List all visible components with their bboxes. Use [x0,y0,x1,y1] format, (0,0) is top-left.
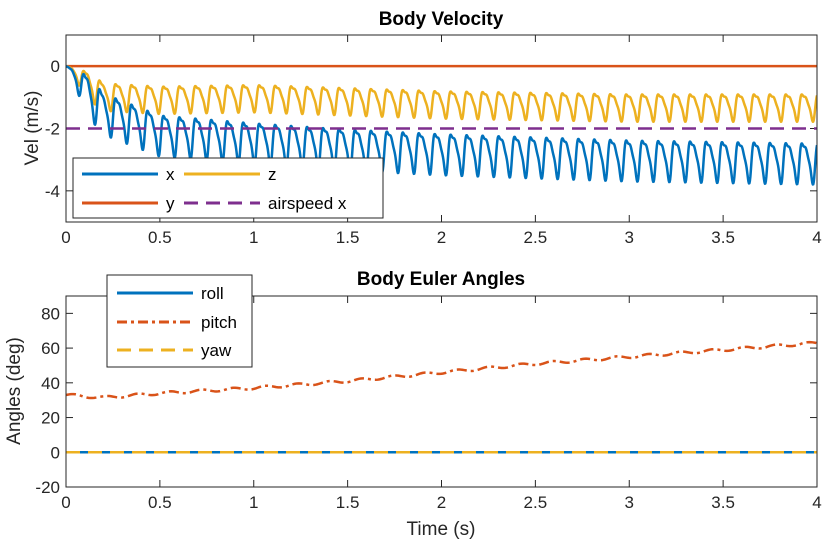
velocity-plot: Body Velocity 0 -2 -4 0 0.5 1 1.5 2 2.5 3 3.5 4 Ve… [22,9,822,247]
velocity-x-ticks: 0 0.5 1 1.5 2 2.5 3 3.5 4 [61,35,822,247]
velocity-x-tick-label: 2 [437,228,446,247]
velocity-x-tick-label: 1.5 [336,228,360,247]
euler-x-tick-label: 4 [812,493,821,512]
velocity-legend: x z y airspeed x [72,157,384,219]
euler-x-tick-label: 0 [61,493,70,512]
euler-x-ticks: 0 0.5 1 1.5 2 2.5 3 3.5 4 [61,296,822,512]
euler-title: Body Euler Angles [357,269,525,290]
velocity-x-tick-label: 2.5 [524,228,548,247]
velocity-x-tick-label: 4 [812,228,821,247]
euler-series-pitch-line [66,340,817,400]
euler-y-tick-label: -20 [35,478,60,497]
velocity-x-tick-label: 0 [61,228,70,247]
velocity-y-tick-label: 0 [51,57,60,76]
euler-x-tick-label: 0.5 [148,493,172,512]
velocity-x-tick-label: 3 [625,228,634,247]
legend-label-z: z [268,165,277,184]
velocity-series-x-line [66,65,817,186]
velocity-y-tick-label: -2 [45,120,60,139]
legend-label-yaw: yaw [201,341,232,360]
euler-y-ticks: 80 60 40 20 0 -20 [35,304,817,497]
euler-axes-box [65,295,818,488]
velocity-series [66,64,817,186]
euler-x-tick-label: 2 [437,493,446,512]
velocity-x-tick-label: 1 [249,228,258,247]
velocity-x-tick-label: 0.5 [148,228,172,247]
velocity-title: Body Velocity [379,9,504,30]
euler-y-tick-label: 0 [51,443,60,462]
velocity-y-ticks: 0 -2 -4 [45,57,817,201]
euler-x-tick-label: 3.5 [711,493,735,512]
euler-series [66,340,817,454]
euler-x-tick-label: 3 [625,493,634,512]
euler-legend: roll pitch yaw [106,274,253,368]
legend-label-y: y [166,194,175,213]
euler-x-label: Time (s) [407,519,476,540]
euler-y-tick-label: 60 [41,339,60,358]
velocity-x-tick-label: 3.5 [711,228,735,247]
euler-y-tick-label: 80 [41,304,60,323]
euler-y-tick-label: 20 [41,409,60,428]
legend-label-x: x [166,165,175,184]
euler-x-tick-label: 1 [249,493,258,512]
euler-y-label: Angles (deg) [4,337,25,445]
velocity-y-label: Vel (m/s) [22,91,43,166]
euler-x-tick-label: 2.5 [524,493,548,512]
euler-y-tick-label: 40 [41,374,60,393]
velocity-series-z-line [66,65,817,123]
velocity-legend-box [72,157,384,219]
legend-label-pitch: pitch [201,313,237,332]
legend-label-roll: roll [201,284,224,303]
velocity-y-tick-label: -4 [45,182,60,201]
legend-label-airspeed: airspeed x [268,194,347,213]
velocity-axes-box [65,34,818,223]
euler-x-tick-label: 1.5 [336,493,360,512]
